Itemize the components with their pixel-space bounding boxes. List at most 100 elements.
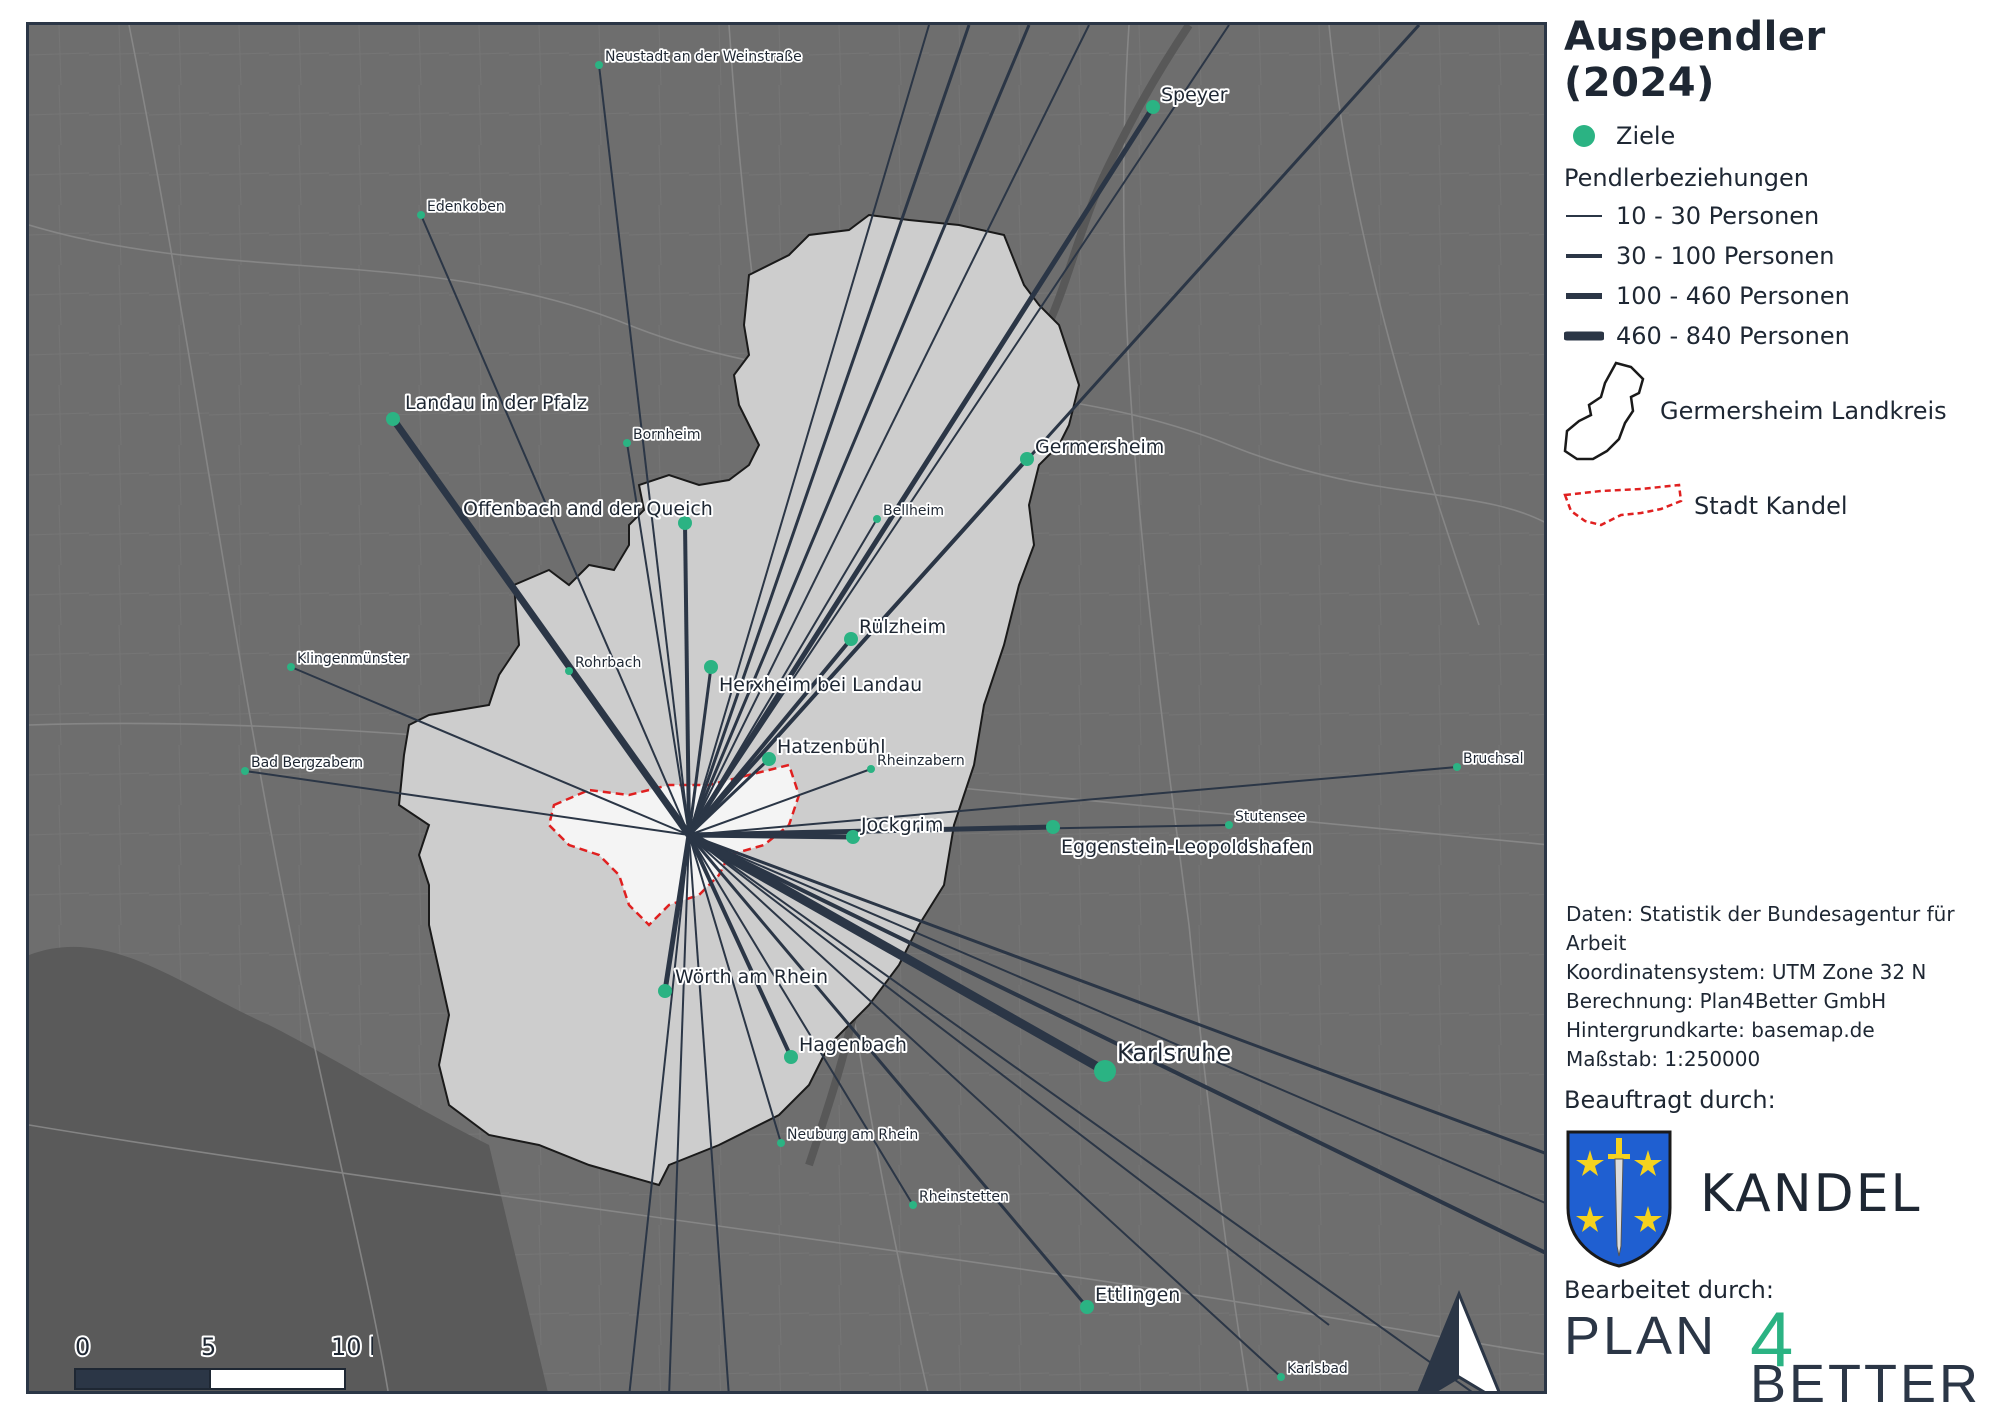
destination-point[interactable] <box>909 1201 917 1209</box>
destination-point[interactable] <box>1046 820 1060 834</box>
flow-line <box>687 834 1089 1308</box>
place-label: Rheinstetten <box>919 1189 1009 1205</box>
logo-plan: PLAN <box>1564 1306 1717 1366</box>
flow-line <box>688 834 782 1144</box>
info-basemap: Hintergrundkarte: basemap.de <box>1566 1018 1875 1042</box>
north-arrow-icon <box>1417 1290 1501 1391</box>
destination-point[interactable] <box>704 660 718 674</box>
legend-class-4-label: 460 - 840 Personen <box>1616 322 1850 350</box>
destination-point[interactable] <box>867 765 875 773</box>
flow-line <box>662 834 692 992</box>
place-label: Edenkoben <box>427 199 505 215</box>
place-label: Karlsbad <box>1287 1361 1348 1377</box>
info-data-source: Daten: Statistik der Bundesagentur für A… <box>1566 902 1955 955</box>
place-label: Eggenstein-Leopoldshafen <box>1061 836 1313 858</box>
legend-class-1-label: 10 - 30 Personen <box>1616 202 1820 230</box>
destination-point[interactable] <box>1453 763 1461 771</box>
flow-line <box>244 770 690 836</box>
flow-line-offmap <box>628 834 690 1391</box>
flow-line <box>290 666 690 836</box>
destination-point[interactable] <box>595 61 603 69</box>
destination-point[interactable] <box>287 663 295 671</box>
flow-line-offmap <box>687 25 971 836</box>
place-label: Stutensee <box>1235 809 1306 825</box>
kandel-coat-of-arms-icon <box>1566 1130 1672 1268</box>
flow-line-offmap <box>688 25 930 836</box>
flow-line <box>688 518 878 836</box>
line-thin-icon <box>1566 215 1602 217</box>
destination-point[interactable] <box>1277 1373 1285 1381</box>
flow-line <box>688 766 1458 836</box>
flow-line <box>683 522 691 836</box>
line-thick-icon <box>1566 293 1602 299</box>
place-label: Bellheim <box>883 503 944 519</box>
legend-relations-heading: Pendlerbeziehungen <box>1564 164 1810 192</box>
destination-point[interactable] <box>777 1139 785 1147</box>
scale-label-5: 5 <box>201 1333 216 1361</box>
destination-point[interactable] <box>844 632 858 646</box>
destination-dot-icon <box>1573 125 1595 147</box>
place-label: Bruchsal <box>1463 751 1524 767</box>
flow-line <box>686 831 1108 1075</box>
info-scale: Maßstab: 1:250000 <box>1566 1047 1761 1071</box>
info-crs: Koordinatensystem: UTM Zone 32 N <box>1566 960 1927 984</box>
basemap-roads <box>29 25 1544 1391</box>
place-label: Hatzenbühl <box>777 736 886 758</box>
logo-better: BETTER <box>1750 1354 1981 1406</box>
legend-class-2: 30 - 100 Personen <box>1560 236 1990 276</box>
map-canvas[interactable]: Neustadt an der Weinstraße Speyer Edenkobe… <box>29 25 1547 1394</box>
place-label: Neuburg am Rhein <box>787 1127 918 1143</box>
destination-point[interactable] <box>565 667 573 675</box>
destination-point[interactable] <box>762 752 776 766</box>
destination-point[interactable] <box>1020 452 1034 466</box>
flow-line-offmap <box>688 834 1330 1326</box>
commissioner-name: KANDEL <box>1700 1164 1922 1224</box>
district-outline-icon <box>1563 361 1645 461</box>
destination-point[interactable] <box>623 439 631 447</box>
flow-line <box>687 637 853 837</box>
destination-point[interactable] <box>678 516 692 530</box>
place-label: Hagenbach <box>799 1034 907 1056</box>
flow-line <box>688 824 1054 838</box>
legend-destinations-label: Ziele <box>1616 122 1676 150</box>
destination-point[interactable] <box>658 984 672 998</box>
commuter-flows <box>244 25 1544 1391</box>
flow-line-offmap <box>688 25 1230 836</box>
flow-line-offmap <box>688 834 730 1391</box>
scale-bar: 0 5 10 km <box>73 1325 408 1391</box>
legend-district: Germersheim Landkreis <box>1560 356 1990 466</box>
legend-class-3: 100 - 460 Personen <box>1560 276 1990 316</box>
legend-class-4: 460 - 840 Personen <box>1560 316 1990 356</box>
destination-point[interactable] <box>386 412 400 426</box>
flow-line <box>598 64 690 836</box>
destination-point[interactable] <box>417 211 425 219</box>
scale-label-10: 10 km <box>331 1333 373 1361</box>
destination-point[interactable] <box>241 767 249 775</box>
flow-line-offmap <box>668 834 690 1391</box>
destination-point[interactable] <box>1225 821 1233 829</box>
place-label: Offenbach and der Queich <box>463 498 713 520</box>
destination-point[interactable] <box>846 830 860 844</box>
commissioned-by-label: Beauftragt durch: <box>1564 1086 1776 1114</box>
line-heavy-icon <box>1564 331 1604 341</box>
flow-line <box>390 416 692 838</box>
flow-line <box>568 670 690 836</box>
destination-point[interactable] <box>1094 1060 1116 1082</box>
legend-class-2-label: 30 - 100 Personen <box>1616 242 1835 270</box>
destination-point[interactable] <box>784 1050 798 1064</box>
legend: Auspendler (2024) Ziele Pendlerbeziehung… <box>1560 14 1990 546</box>
scale-label-0: 0 <box>75 1333 90 1361</box>
place-label: Speyer <box>1161 84 1228 106</box>
line-medium-icon <box>1566 254 1602 258</box>
flow-line <box>420 214 690 836</box>
place-label: Herxheim bei Landau <box>719 674 922 696</box>
destination-point[interactable] <box>1146 100 1160 114</box>
destination-point[interactable] <box>1080 1300 1094 1314</box>
lowland-area <box>29 946 548 1391</box>
map-frame[interactable]: Neustadt an der Weinstraße Speyer Edenkobe… <box>26 22 1547 1394</box>
place-labels: Neustadt an der Weinstraße Speyer Edenkobe… <box>249 47 1525 1379</box>
flow-line <box>687 757 771 837</box>
flow-line-offmap <box>687 25 1031 836</box>
legend-town: Stadt Kandel <box>1560 466 1990 546</box>
destination-point[interactable] <box>873 515 881 523</box>
